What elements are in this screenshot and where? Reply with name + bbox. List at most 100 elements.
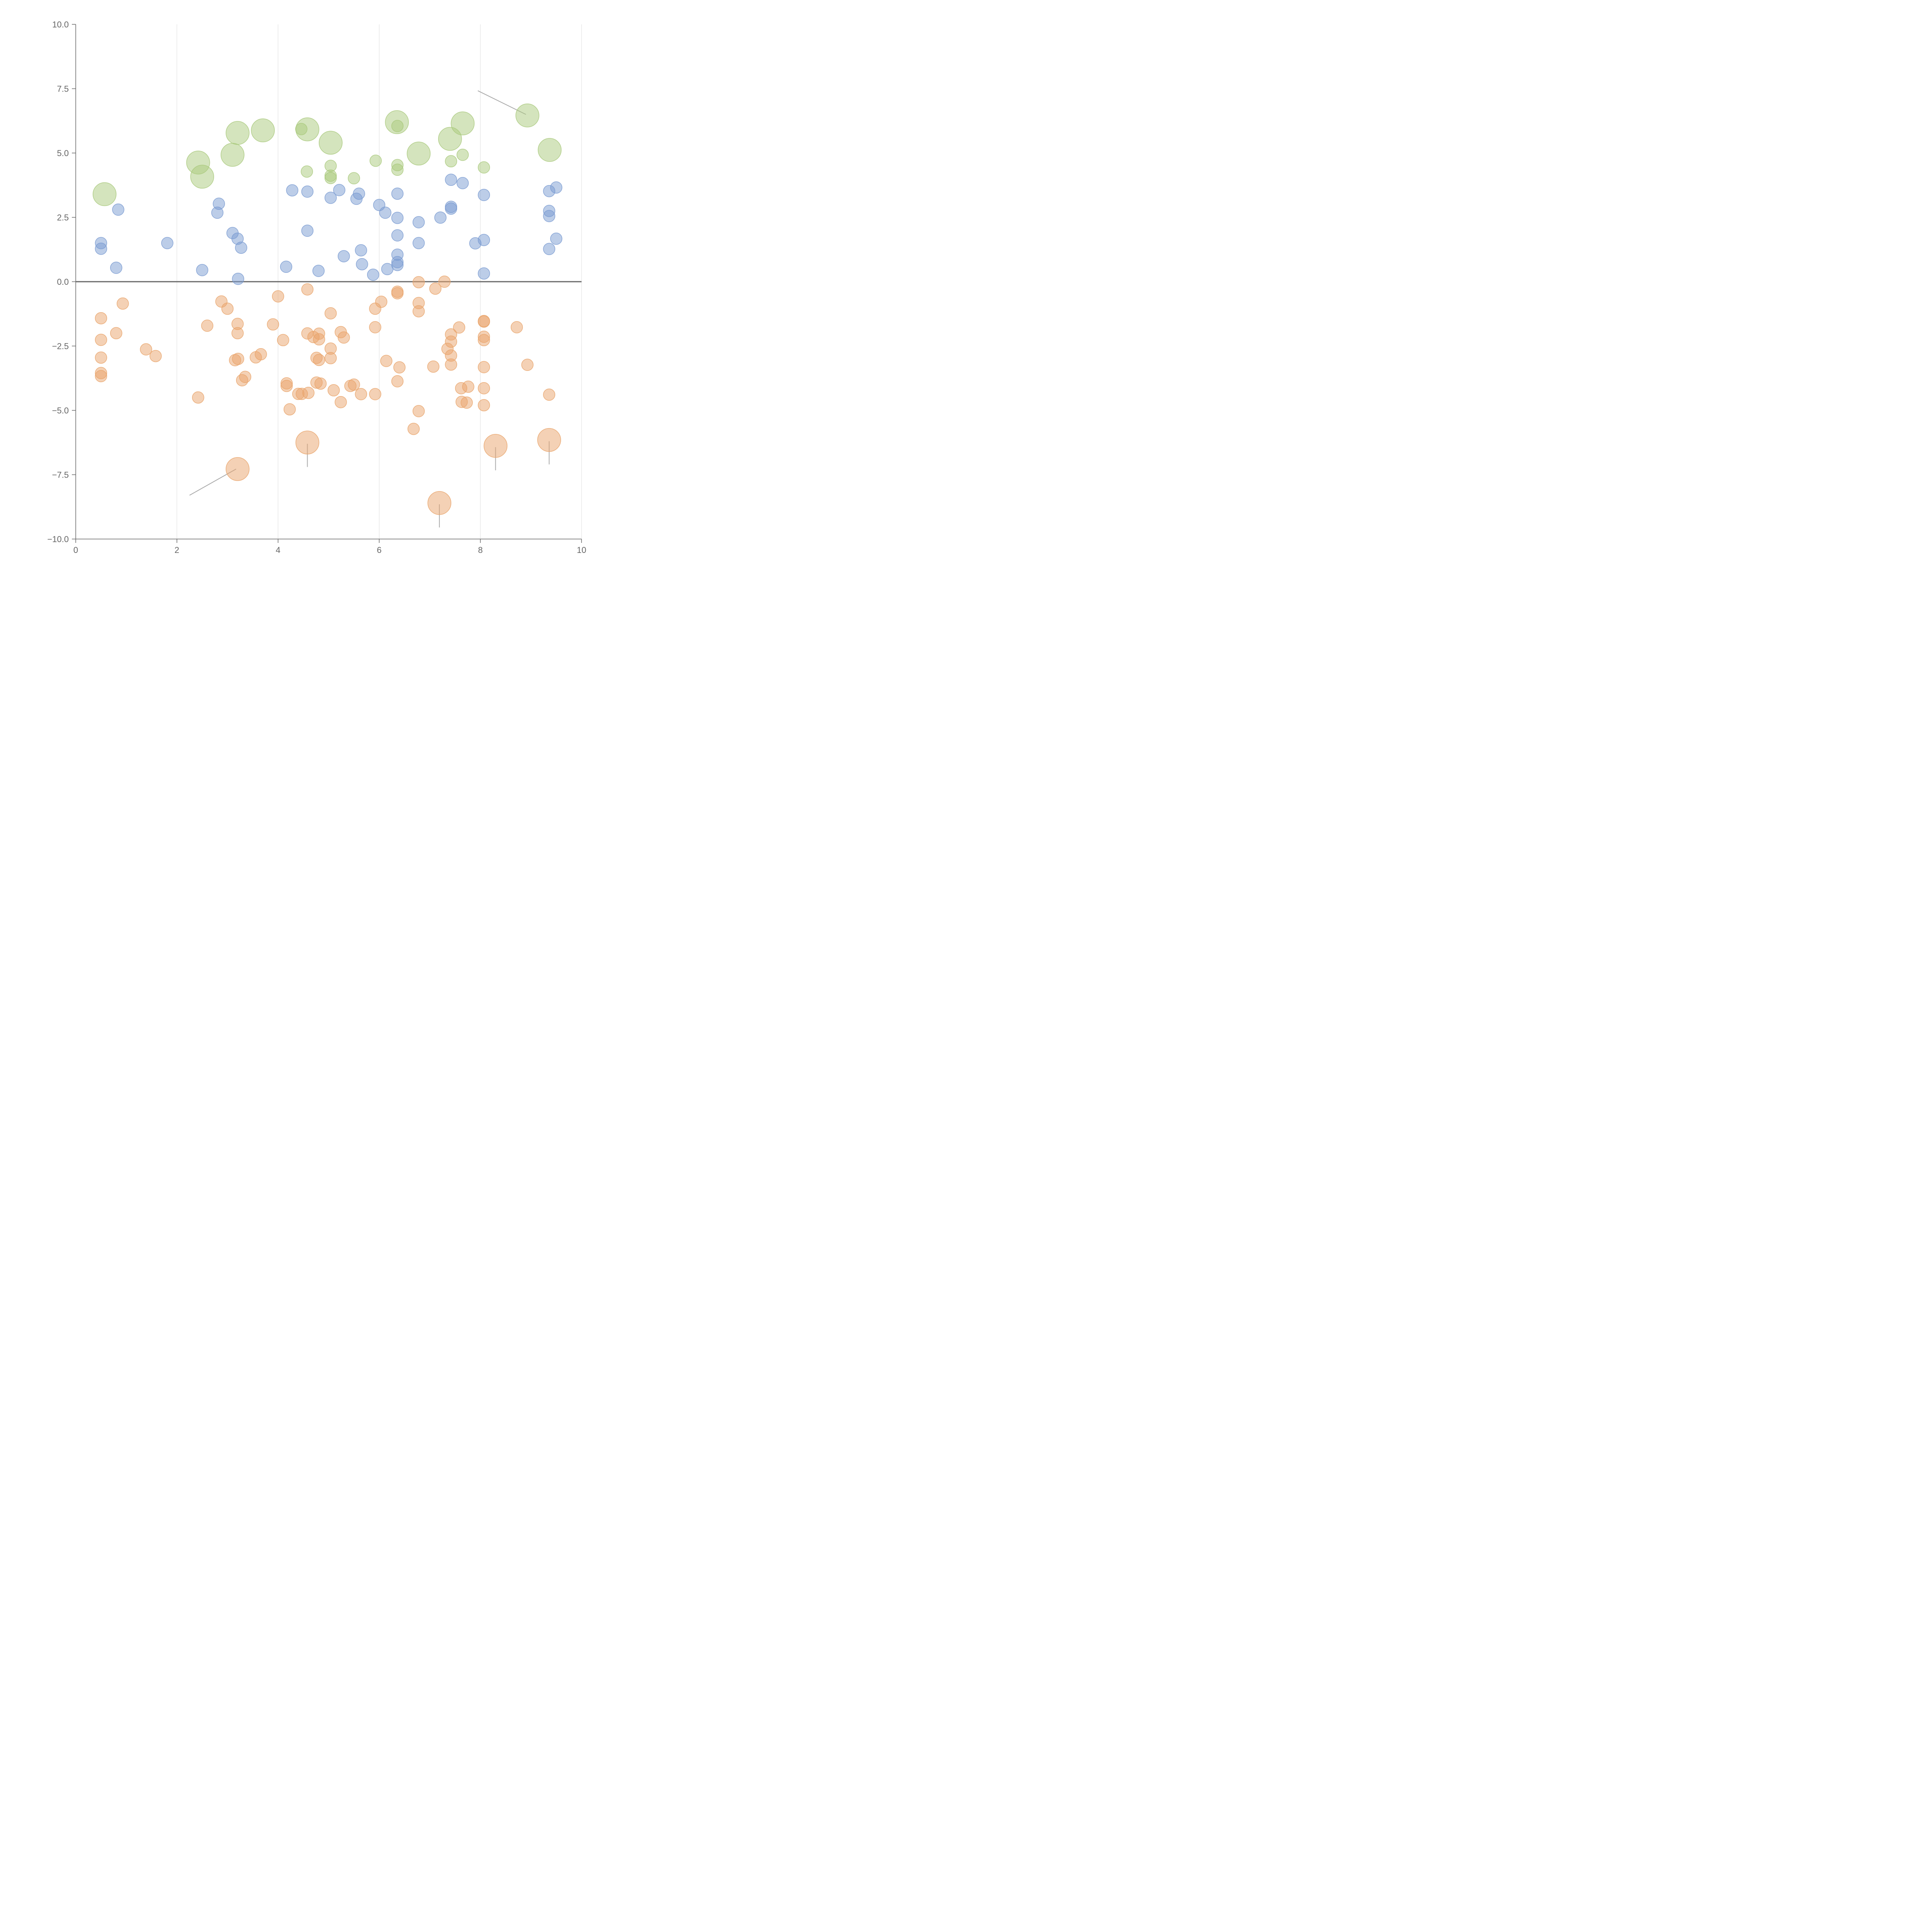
- orange-bubble: [453, 321, 465, 334]
- green-bubble: [295, 117, 320, 141]
- green-bubble: [391, 163, 404, 176]
- blue-bubble: [286, 184, 299, 197]
- orange-bubble: [369, 388, 381, 400]
- green-bubble: [537, 138, 562, 162]
- green-bubble: [391, 120, 404, 132]
- orange-bubble: [231, 327, 244, 339]
- blue-bubble: [161, 237, 173, 249]
- blue-bubble: [391, 229, 404, 242]
- orange-bubble: [201, 320, 214, 332]
- blue-bubble: [196, 264, 208, 276]
- green-bubble: [92, 182, 117, 206]
- orange-bubble: [391, 375, 404, 388]
- blue-bubble: [356, 258, 368, 270]
- blue-bubble: [391, 259, 404, 271]
- orange-bubble: [277, 334, 289, 346]
- orange-bubble: [110, 327, 122, 339]
- green-bubble: [348, 172, 360, 185]
- blue-bubble: [280, 260, 293, 273]
- orange-bubble: [375, 296, 388, 308]
- green-bubble: [190, 165, 214, 189]
- blue-bubble: [301, 185, 314, 198]
- orange-bubble: [412, 305, 425, 318]
- y-tick-label: 2.5: [57, 213, 69, 223]
- orange-bubble: [327, 384, 340, 396]
- orange-bubble: [348, 378, 360, 391]
- green-bubble: [251, 118, 275, 143]
- y-tick-label: 7.5: [57, 84, 69, 94]
- blue-bubble: [112, 203, 124, 216]
- orange-bubble: [380, 355, 393, 367]
- orange-bubble: [478, 361, 490, 373]
- orange-bubble: [295, 430, 320, 454]
- blue-bubble: [232, 272, 244, 285]
- orange-bubble: [521, 359, 534, 371]
- green-bubble: [445, 155, 457, 168]
- orange-bubble: [407, 423, 420, 435]
- orange-bubble: [543, 388, 555, 401]
- y-tick-label: −2.5: [52, 342, 69, 351]
- orange-bubble: [324, 352, 337, 364]
- orange-bubble: [427, 361, 440, 373]
- green-bubble: [318, 131, 343, 155]
- orange-bubble: [150, 350, 162, 362]
- blue-bubble: [391, 212, 404, 224]
- orange-bubble: [283, 403, 296, 416]
- orange-bubble: [462, 380, 474, 393]
- blue-bubble: [543, 243, 555, 255]
- axes: −10.0 −7.5 −5.0 −2.5 0.0 2.5 5.0 7.5 10.0 0 2 4 6 8 10: [47, 20, 586, 555]
- orange-bubble: [478, 382, 490, 395]
- orange-bubble: [510, 321, 523, 333]
- orange-bubble: [313, 354, 325, 366]
- green-bubble: [301, 165, 313, 178]
- blue-bubble: [367, 269, 379, 281]
- orange-bubble: [412, 276, 425, 289]
- blue-bubble: [456, 177, 469, 189]
- blue-bubble: [379, 206, 391, 219]
- orange-bubble: [221, 303, 234, 315]
- orange-bubble: [313, 333, 325, 345]
- green-bubble: [406, 141, 431, 166]
- blue-bubble: [213, 197, 225, 210]
- y-tick-label: −10.0: [47, 534, 69, 544]
- blue-bubble: [412, 237, 425, 249]
- orange-bubble: [267, 318, 279, 331]
- x-tick-label: 10: [577, 545, 586, 555]
- orange-bubble: [483, 434, 508, 458]
- blue-bubble: [333, 184, 345, 196]
- orange-bubble: [95, 312, 107, 325]
- blue-bubble: [353, 187, 365, 200]
- blue-bubble: [478, 267, 490, 280]
- blue-bubble: [338, 250, 350, 262]
- blue-bubble: [391, 187, 404, 200]
- x-tick-label: 2: [175, 545, 179, 555]
- blue-bubble: [550, 181, 563, 194]
- orange-bubble: [391, 287, 404, 299]
- orange-bubble: [116, 297, 129, 310]
- green-bubble: [456, 148, 469, 161]
- orange-bubble: [140, 343, 152, 355]
- y-tick-label: 0.0: [57, 277, 69, 287]
- orange-bubble: [537, 428, 561, 452]
- orange-bubble: [445, 358, 457, 371]
- blue-bubble: [550, 233, 563, 245]
- blue-bubble: [412, 216, 425, 228]
- orange-bubble: [95, 370, 107, 383]
- blue-bubble: [301, 224, 314, 237]
- orange-bubble: [478, 334, 490, 346]
- orange-bubble: [324, 307, 337, 320]
- orange-bubble: [232, 353, 244, 365]
- y-tick-label: 10.0: [52, 20, 69, 29]
- orange-bubble: [427, 491, 451, 515]
- data-points: [92, 104, 563, 515]
- orange-bubble: [338, 331, 350, 344]
- orange-bubble: [445, 335, 457, 348]
- orange-bubble: [192, 391, 204, 404]
- x-tick-label: 6: [377, 545, 381, 555]
- x-tick-label: 4: [276, 545, 280, 555]
- orange-bubble: [314, 377, 327, 390]
- orange-bubble: [478, 399, 490, 412]
- green-bubble: [221, 143, 245, 167]
- orange-bubble: [393, 361, 406, 374]
- y-tick-label: −5.0: [52, 406, 69, 415]
